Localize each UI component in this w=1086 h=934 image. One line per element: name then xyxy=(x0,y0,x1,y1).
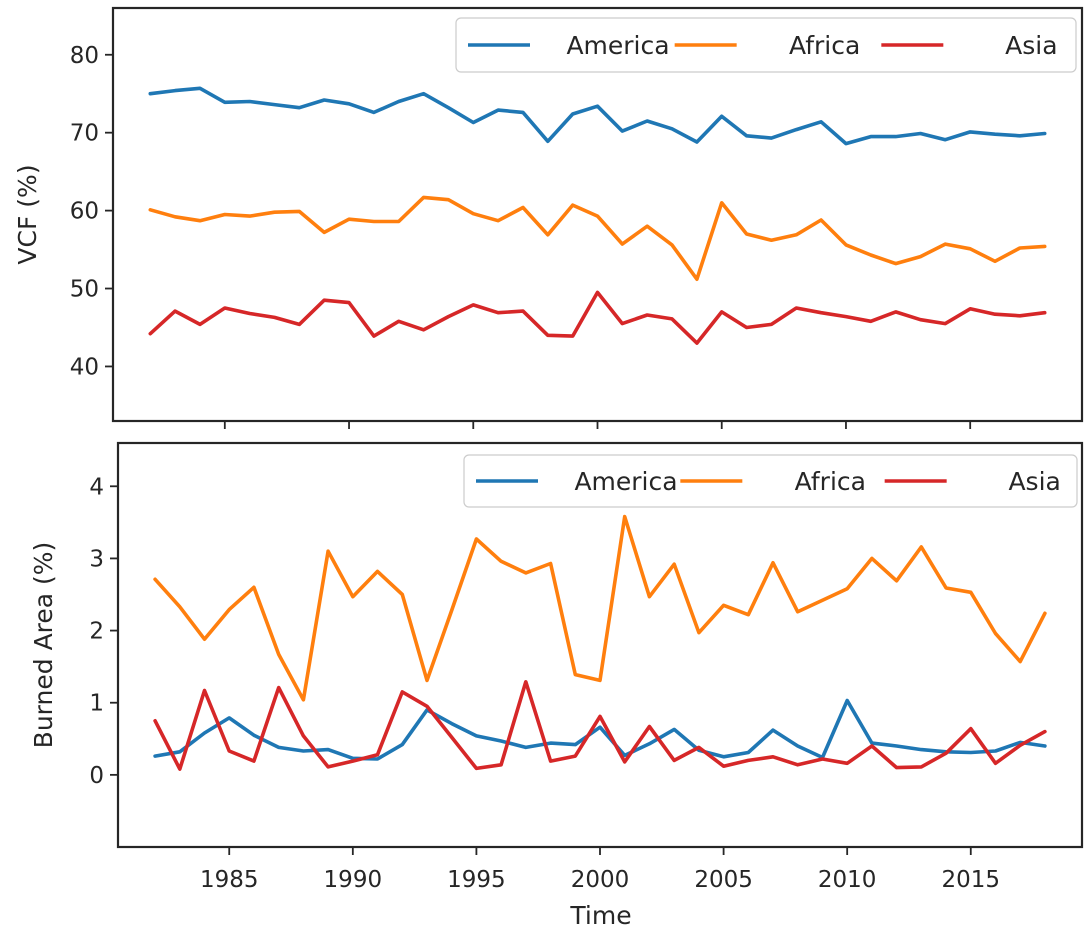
legend-label-asia: Asia xyxy=(1005,31,1057,60)
y-tick-label: 1 xyxy=(89,691,104,717)
x-tick-label: 2015 xyxy=(941,867,1000,893)
y-tick-label: 50 xyxy=(70,277,99,303)
series-line-africa xyxy=(148,195,1047,282)
vcf-panel: 40 50 60 70 80 VCF (%) America Africa Asia xyxy=(13,6,1084,429)
x-tick-label: 1990 xyxy=(324,867,383,893)
legend-label-america: America xyxy=(566,31,669,60)
legend-frame xyxy=(463,454,1078,508)
series-line-america xyxy=(153,698,1047,761)
y-axis-label: Burned Area (%) xyxy=(29,542,58,749)
series-line-asia xyxy=(148,290,1047,345)
series-line-asia xyxy=(153,679,1047,771)
legend-label-asia: Asia xyxy=(1008,467,1060,496)
x-tick-label: 2005 xyxy=(694,867,753,893)
x-tick-label: 2010 xyxy=(818,867,877,893)
x-tick-label: 1995 xyxy=(447,867,506,893)
burned-area-panel: 0 1 2 3 4 1985 1990 1995 2000 2005 2010 2015 Burned … xyxy=(29,441,1084,893)
legend: America Africa Asia xyxy=(455,17,1077,73)
legend: America Africa Asia xyxy=(463,454,1078,508)
legend-label-america: America xyxy=(574,467,677,496)
y-tick-label: 40 xyxy=(70,354,99,380)
series-line-africa xyxy=(153,514,1047,702)
y-tick-label: 0 xyxy=(89,763,104,789)
legend-label-africa: Africa xyxy=(795,467,866,496)
x-tick-label: 1985 xyxy=(200,867,259,893)
legend-frame xyxy=(455,17,1077,73)
y-tick-label: 4 xyxy=(89,474,104,500)
x-tick-label: 2000 xyxy=(571,867,630,893)
series-line-america xyxy=(148,86,1047,146)
y-tick-label: 80 xyxy=(70,43,99,69)
y-tick-label: 2 xyxy=(89,619,104,645)
y-tick-label: 70 xyxy=(70,121,99,147)
y-tick-label: 60 xyxy=(70,199,99,225)
legend-label-africa: Africa xyxy=(789,31,860,60)
figure-xlabel: Time xyxy=(569,901,631,930)
y-tick-label: 3 xyxy=(89,546,104,572)
y-axis-label: VCF (%) xyxy=(13,164,42,264)
